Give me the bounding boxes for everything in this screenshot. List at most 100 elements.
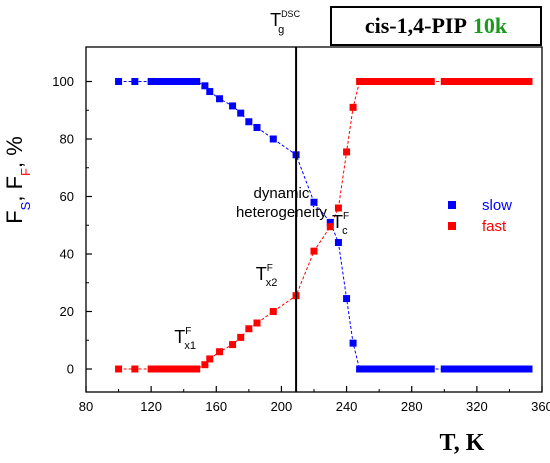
data-point-fast — [229, 341, 237, 349]
data-point-fast — [505, 78, 513, 85]
y-tick-label: 80 — [60, 132, 74, 147]
x-tick-label: 280 — [401, 399, 423, 414]
data-point-slow — [492, 365, 500, 373]
data-point-slow — [206, 88, 214, 96]
data-point-slow — [269, 135, 277, 143]
data-point-slow — [447, 365, 455, 373]
data-point-slow — [154, 78, 162, 85]
data-point-fast — [216, 348, 224, 356]
data-point-slow — [369, 365, 377, 373]
glass-transition-label: TDSC g — [270, 9, 301, 36]
data-point-fast — [499, 78, 507, 85]
data-point-slow — [343, 295, 351, 303]
data-point-fast — [466, 78, 474, 85]
data-point-fast — [253, 319, 261, 327]
data-point-slow — [408, 365, 416, 373]
x-tick-label: 160 — [205, 399, 227, 414]
legend-label-fast: fast — [482, 218, 507, 235]
x-tick-label: 200 — [271, 399, 293, 414]
data-point-fast — [193, 365, 201, 373]
data-point-slow — [167, 78, 175, 85]
data-point-slow — [505, 365, 513, 373]
data-point-fast — [147, 365, 155, 373]
x-tick-label: 120 — [140, 399, 162, 414]
data-point-fast — [479, 78, 487, 85]
data-point-slow — [401, 365, 409, 373]
data-point-fast — [518, 78, 526, 85]
data-point-slow — [173, 78, 181, 85]
data-point-fast — [375, 78, 383, 85]
data-point-slow — [440, 365, 448, 373]
data-point-fast — [310, 247, 318, 255]
data-point-slow — [326, 218, 334, 226]
transition-label-x1: TF x1 — [174, 326, 196, 352]
legend-label-slow: slow — [482, 197, 512, 214]
series-markers — [115, 78, 533, 373]
data-point-fast — [167, 365, 175, 373]
x-tick-label: 80 — [79, 399, 93, 414]
data-point-fast — [173, 365, 181, 373]
annotations: dynamic heterogeneity TF x1 TF x2 TF c — [174, 185, 349, 352]
y-tick-label: 100 — [52, 74, 74, 89]
data-point-slow — [479, 365, 487, 373]
data-point-fast — [408, 78, 416, 85]
series-line-slow — [118, 81, 529, 370]
data-point-fast — [512, 78, 520, 85]
data-point-fast — [447, 78, 455, 85]
data-point-fast — [382, 78, 390, 85]
data-point-fast — [115, 365, 123, 373]
transition-label-c: TF c — [332, 211, 349, 237]
data-point-fast — [269, 308, 277, 315]
transition-label-x2: TF x2 — [256, 263, 278, 289]
data-point-slow — [131, 78, 139, 85]
legend-marker-slow — [448, 201, 456, 209]
data-point-fast — [186, 365, 194, 373]
data-point-fast — [160, 365, 168, 373]
data-point-slow — [334, 239, 342, 246]
data-point-slow — [115, 78, 123, 85]
x-tick-label: 320 — [466, 399, 488, 414]
series-lines — [118, 81, 529, 370]
series-line-fast — [118, 81, 529, 370]
data-point-slow — [349, 339, 357, 347]
data-point-fast — [343, 148, 351, 156]
y-tick-label: 40 — [60, 247, 74, 262]
data-point-fast — [237, 333, 245, 341]
data-point-slow — [395, 365, 403, 373]
data-point-fast — [525, 78, 533, 85]
data-point-fast — [362, 78, 370, 85]
data-point-fast — [486, 78, 494, 85]
data-point-slow — [193, 78, 201, 85]
y-tick-label: 20 — [60, 304, 74, 319]
data-point-fast — [201, 361, 209, 369]
x-axis-label: T, K — [440, 430, 485, 456]
data-point-slow — [525, 365, 533, 373]
data-point-fast — [473, 78, 481, 85]
chart-title: cis-1,4-PIP — [364, 13, 467, 38]
data-point-fast — [395, 78, 403, 85]
data-point-slow — [460, 365, 468, 373]
data-point-slow — [518, 365, 526, 373]
dynamic-heterogeneity-label: dynamic heterogeneity — [236, 185, 327, 221]
data-point-slow — [414, 365, 422, 373]
legend-marker-fast — [448, 222, 456, 230]
y-axis-title: FS, FF, % — [2, 136, 33, 224]
data-point-fast — [453, 78, 461, 85]
data-point-slow — [486, 365, 494, 373]
data-point-fast — [421, 78, 429, 85]
data-point-fast — [356, 78, 364, 85]
legend: slow fast — [448, 197, 512, 235]
data-point-fast — [206, 355, 214, 363]
data-point-fast — [245, 325, 253, 333]
data-point-fast — [427, 78, 435, 85]
data-point-slow — [512, 365, 520, 373]
x-tick-labels: 80 120 160 200 240 280 320 360 — [79, 399, 550, 414]
data-point-slow — [180, 78, 188, 85]
data-point-fast — [414, 78, 422, 85]
data-point-slow — [310, 198, 318, 206]
chart-title-accent: 10k — [472, 13, 508, 38]
data-point-fast — [401, 78, 409, 85]
data-point-fast — [326, 223, 334, 231]
data-point-slow — [382, 365, 390, 373]
